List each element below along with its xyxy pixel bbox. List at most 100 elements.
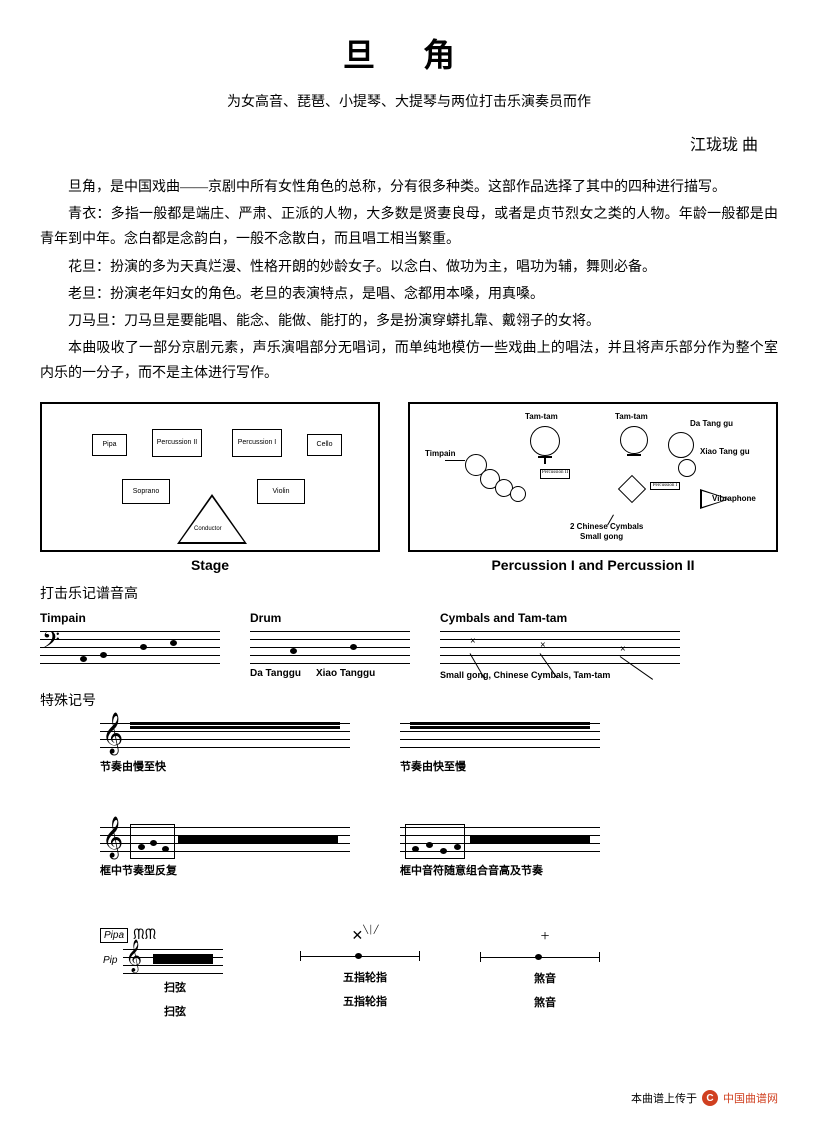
stage-soprano: Soprano [122, 479, 170, 504]
caption-2: 节奏由快至慢 [400, 758, 600, 774]
caption-6b: 五指轮指 [300, 993, 430, 1009]
note [290, 648, 297, 654]
composer: 江珑珑 曲 [40, 131, 778, 155]
staff: 𝄞 [100, 720, 350, 755]
beam [410, 722, 590, 725]
special-item-3: 𝄞 框中节奏型反复 [100, 824, 350, 878]
datanggu-circle [668, 432, 694, 458]
bass-clef-icon: 𝄢 [42, 628, 60, 660]
pip-label: Pip [100, 954, 120, 967]
note [162, 846, 169, 852]
drum-label: Drum [250, 611, 410, 625]
line [419, 951, 420, 961]
drum-staff [250, 628, 410, 668]
stage-cello: Cello [307, 434, 342, 456]
perc-label: 2 Chinese Cymbals [570, 522, 643, 531]
caption-5b: 扫弦 [100, 1003, 250, 1019]
tamtam-stand [544, 456, 546, 464]
stage-pipa: Pipa [92, 434, 127, 456]
stage-caption: Stage [40, 557, 380, 573]
stage-perc2: Percussion II [152, 429, 202, 457]
special-item-7: + 煞音 煞音 [480, 928, 610, 1019]
perc-line [445, 460, 465, 461]
note [150, 840, 157, 846]
section-heading-1: 打击乐记谱音高 [40, 583, 778, 603]
stage-diagram-container: Pipa Percussion II Percussion I Cello So… [40, 402, 380, 573]
box [405, 824, 465, 859]
perc-label: Xiao Tang gu [700, 447, 750, 456]
drum-sub2: Xiao Tanggu [316, 668, 375, 679]
percussion-caption: Percussion I and Percussion II [408, 557, 778, 573]
body-text: 旦角，是中国戏曲——京剧中所有女性角色的总称，分有很多种类。这部作品选择了其中的… [40, 175, 778, 387]
cymbals-staff: × × × [440, 628, 680, 668]
perc-label: Tam-tam [615, 412, 648, 421]
note [426, 842, 433, 848]
star-icon: ✕╲│╱ [300, 928, 430, 945]
percussion-diagram: Tam-tam Tam-tam Da Tang gu Xiao Tang gu … [408, 402, 778, 552]
staff: 𝄞 [123, 946, 223, 976]
treble-clef-icon: 𝄞 [102, 816, 123, 859]
line [599, 952, 600, 962]
plus-icon: + [480, 928, 610, 946]
percussion-diagram-container: Tam-tam Tam-tam Da Tang gu Xiao Tang gu … [408, 402, 778, 573]
special-item-2: 节奏由快至慢 [400, 720, 600, 774]
caption-4: 框中音符随意组合音高及节奏 [400, 862, 600, 878]
tamtam-circle [530, 426, 560, 456]
beam [130, 726, 340, 729]
note [80, 656, 87, 662]
treble-clef-icon: 𝄞 [102, 712, 123, 755]
drum-sublabels: Da Tanggu Xiao Tanggu [250, 668, 410, 679]
cymbals-label: Cymbals and Tam-tam [440, 611, 680, 625]
footer: 本曲谱上传于 C 中国曲谱网 [631, 1090, 778, 1106]
note-x: × [540, 640, 546, 651]
para-6: 本曲吸收了一部分京剧元素，声乐演唱部分无唱词，而单纯地模仿一些戏曲上的唱法，并且… [40, 336, 778, 386]
beam [130, 722, 340, 725]
special-item-4: 框中音符随意组合音高及节奏 [400, 824, 600, 878]
beam [153, 954, 213, 964]
perc-small-box: Percussion I [650, 482, 680, 490]
perc-label: Timpain [425, 449, 456, 458]
special-item-1: 𝄞 节奏由慢至快 [100, 720, 350, 774]
caption-3: 框中节奏型反复 [100, 862, 350, 878]
note [412, 846, 419, 852]
caption-1: 节奏由慢至快 [100, 758, 350, 774]
note-x: × [620, 644, 626, 655]
note [535, 954, 542, 960]
stage-violin: Violin [257, 479, 305, 504]
cymbals-notation: Cymbals and Tam-tam × × × Small gong, Ch… [440, 611, 680, 680]
line [480, 952, 481, 962]
special-item-6: ✕╲│╱ 五指轮指 五指轮指 [300, 928, 430, 1019]
stage-conductor-label: Conductor [194, 526, 222, 532]
footer-text: 本曲谱上传于 [631, 1090, 697, 1106]
logo-icon: C [702, 1090, 718, 1106]
timpani-circle [510, 486, 526, 502]
staff [400, 824, 600, 859]
note [138, 844, 145, 850]
para-3: 花旦：扮演的多为天真烂漫、性格开朗的妙龄女子。以念白、做功为主，唱功为辅，舞则必… [40, 255, 778, 280]
tamtam-circle [620, 426, 648, 454]
treble-clef-icon: 𝄞 [125, 941, 142, 973]
beam [178, 836, 338, 844]
note [355, 953, 362, 959]
perc-label: Da Tang gu [690, 419, 733, 428]
note [454, 844, 461, 850]
timpani-label: Timpain [40, 611, 220, 625]
section-heading-2: 特殊记号 [40, 690, 778, 710]
caption-6: 五指轮指 [300, 969, 430, 985]
stage-diagram: Pipa Percussion II Percussion I Cello So… [40, 402, 380, 552]
xiaotanggu-circle [678, 459, 696, 477]
caption-7: 煞音 [480, 970, 610, 986]
special-notation: 𝄞 节奏由慢至快 节奏由快至慢 𝄞 框中节奏型反复 [40, 720, 778, 1019]
pipa-label: Pipa [100, 928, 128, 943]
beam [410, 726, 590, 729]
note [350, 644, 357, 650]
single-line [300, 948, 420, 966]
pitch-notation-row: Timpain 𝄢 Drum Da Tanggu Xiao Tanggu Cym… [40, 611, 778, 680]
diagrams-row: Pipa Percussion II Percussion I Cello So… [40, 402, 778, 573]
perc-small-box: Percussion II [540, 469, 570, 479]
pipa-row: Pipa ᙏᙏ [100, 928, 250, 944]
cymbals-diamond [618, 474, 646, 502]
staff: 𝄞 [100, 824, 350, 859]
stage-conductor-triangle [177, 494, 247, 544]
pip-staff-row: Pip 𝄞 [100, 946, 250, 976]
